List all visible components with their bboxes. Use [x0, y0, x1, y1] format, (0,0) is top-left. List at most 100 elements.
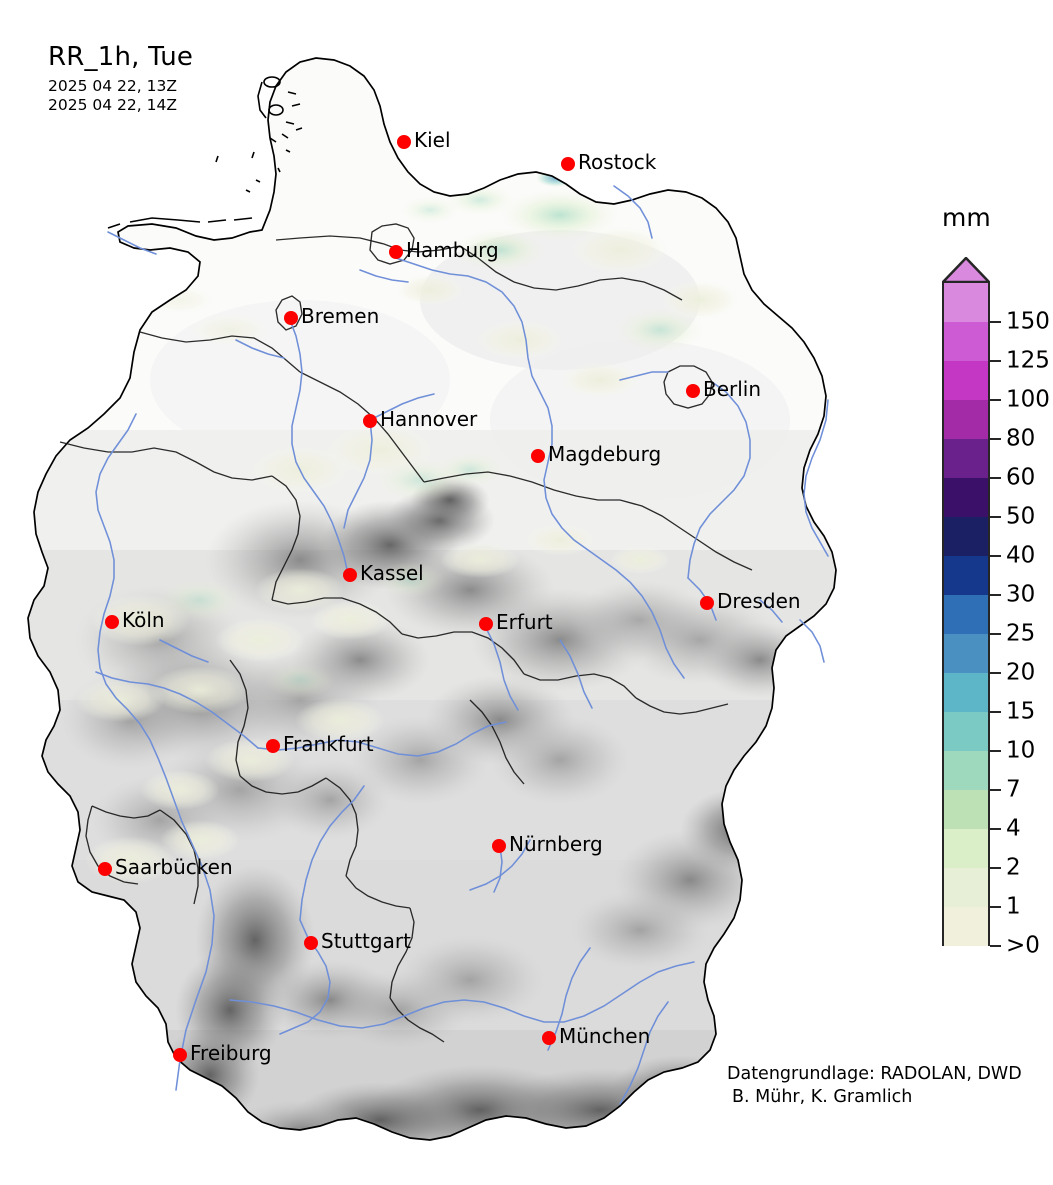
colorbar-tick-label: 25: [1006, 620, 1036, 647]
colorbar-tick-label: 1: [1006, 893, 1021, 920]
colorbar-unit-label: mm: [942, 203, 991, 232]
colorbar-tick-label: 7: [1006, 776, 1021, 803]
city-label: Köln: [122, 608, 165, 632]
city-label: Berlin: [703, 377, 762, 401]
map-canvas[interactable]: Kiel Rostock Hamburg Bremen Berlin Hannover Ma…: [0, 0, 900, 1185]
colorbar-tick: [990, 515, 1001, 519]
city-label: Kiel: [414, 128, 451, 152]
colorbar-segment-7: [944, 751, 988, 790]
city-dot-icon: [304, 936, 318, 950]
colorbar-tick: [990, 554, 1001, 558]
city-dot-icon: [98, 862, 112, 876]
city-dot-icon: [284, 311, 298, 325]
city-label: Stuttgart: [321, 929, 411, 953]
city-label: Erfurt: [496, 610, 553, 634]
colorbar-tick-label: 2: [1006, 854, 1021, 881]
colorbar-tick-label: 4: [1006, 815, 1021, 842]
city-label: Frankfurt: [283, 732, 374, 756]
data-source-line: Datengrundlage: RADOLAN, DWD: [727, 1064, 1022, 1084]
colorbar-tick-label: 30: [1006, 581, 1036, 608]
colorbar-tick-label: 40: [1006, 542, 1036, 569]
colorbar-tick: [990, 671, 1001, 675]
colorbar-tick: [990, 710, 1001, 714]
colorbar-tick: [990, 476, 1001, 480]
colorbar-segment-1: [944, 868, 988, 907]
colorbar-segment-15: [944, 673, 988, 712]
colorbar-segment-100: [944, 361, 988, 400]
rivers-layer: [95, 185, 829, 1105]
city-label: Saarbücken: [115, 855, 233, 879]
colorbar-tick: [990, 359, 1001, 363]
city-label: Nürnberg: [509, 832, 603, 856]
colorbar-extend-arrow: [941, 256, 991, 284]
colorbar-segment-40: [944, 517, 988, 556]
colorbar-tick-label: >0: [1006, 932, 1040, 959]
timestamp-end: 2025 04 22, 14Z: [48, 95, 177, 114]
city-dot-icon: [397, 135, 411, 149]
city-dot-icon: [343, 568, 357, 582]
colorbar-segment-25: [944, 595, 988, 634]
city-dot-icon: [542, 1031, 556, 1045]
colorbar-stack: >0 1 2 4 7 10 15 20 25 30 40 50 60 80 100 125 150: [941, 256, 1050, 957]
coastal-islands: [107, 76, 303, 229]
colorbar-tick-label: 125: [1006, 347, 1050, 374]
city-label: Hannover: [380, 407, 478, 431]
colorbar-tick: [990, 632, 1001, 636]
colorbar-tick: [990, 866, 1001, 870]
authors-line: B. Mühr, K. Gramlich: [732, 1087, 913, 1108]
colorbar-tick: [990, 905, 1001, 909]
city-dot-icon: [363, 414, 377, 428]
colorbar-tick: [990, 398, 1001, 402]
colorbar-segment->0: [944, 907, 988, 946]
state-boundaries: [59, 223, 753, 1043]
colorbar-tick-label: 15: [1006, 698, 1036, 725]
colorbar-segment-30: [944, 556, 988, 595]
colorbar-segment-150: [944, 283, 988, 322]
city-dot-icon: [700, 596, 714, 610]
city-dot-icon: [479, 617, 493, 631]
colorbar-tick-label: 50: [1006, 503, 1036, 530]
city-label: München: [559, 1024, 651, 1048]
attribution-block: Datengrundlage: RADOLAN, DWD B. Mühr, K.…: [727, 1063, 1022, 1109]
colorbar-tick-label: 20: [1006, 659, 1036, 686]
colorbar-tick-label: 60: [1006, 464, 1036, 491]
colorbar-segment-4: [944, 790, 988, 829]
colorbar-segment-20: [944, 634, 988, 673]
city-label: Kassel: [360, 561, 424, 585]
timestamp-start: 2025 04 22, 13Z: [48, 77, 177, 95]
city-label: Rostock: [578, 150, 657, 174]
city-label: Hamburg: [406, 238, 499, 262]
colorbar-tick: [990, 320, 1001, 324]
colorbar-tick: [990, 788, 1001, 792]
city-dot-icon: [686, 384, 700, 398]
city-dot-icon: [105, 615, 119, 629]
title-block: RR_1h, Tue 2025 04 22, 13Z 2025 04 22, 1…: [48, 44, 193, 113]
national-border: [27, 57, 837, 1141]
city-label: Magdeburg: [548, 442, 662, 466]
colorbar-segment-10: [944, 712, 988, 751]
colorbar-segment-2: [944, 829, 988, 868]
city-dot-icon: [531, 449, 545, 463]
page-title: RR_1h, Tue: [48, 42, 194, 72]
colorbar-segment-50: [944, 478, 988, 517]
colorbar-segment-125: [944, 322, 988, 361]
colorbar-arrow-svg: [941, 256, 991, 284]
city-dot-icon: [266, 739, 280, 753]
city-label: Freiburg: [190, 1041, 272, 1065]
colorbar: mm >0 1 2 4 7 10 15 20 25 30 40 50 60 80 100 125 150: [938, 205, 1053, 965]
city-dot-icon: [173, 1048, 187, 1062]
colorbar-tick: [990, 749, 1001, 753]
colorbar-segment-80: [944, 400, 988, 439]
colorbar-segment-60: [944, 439, 988, 478]
colorbar-tick-label: 150: [1006, 308, 1050, 335]
colorbar-body: [942, 283, 990, 946]
colorbar-tick: [990, 437, 1001, 441]
colorbar-tick-label: 100: [1006, 386, 1050, 413]
city-dot-icon: [561, 157, 575, 171]
colorbar-tick-label: 80: [1006, 425, 1036, 452]
colorbar-tick: [990, 593, 1001, 597]
colorbar-tick: [990, 827, 1001, 831]
city-dot-icon: [389, 245, 403, 259]
precipitation-layer: [75, 146, 740, 884]
